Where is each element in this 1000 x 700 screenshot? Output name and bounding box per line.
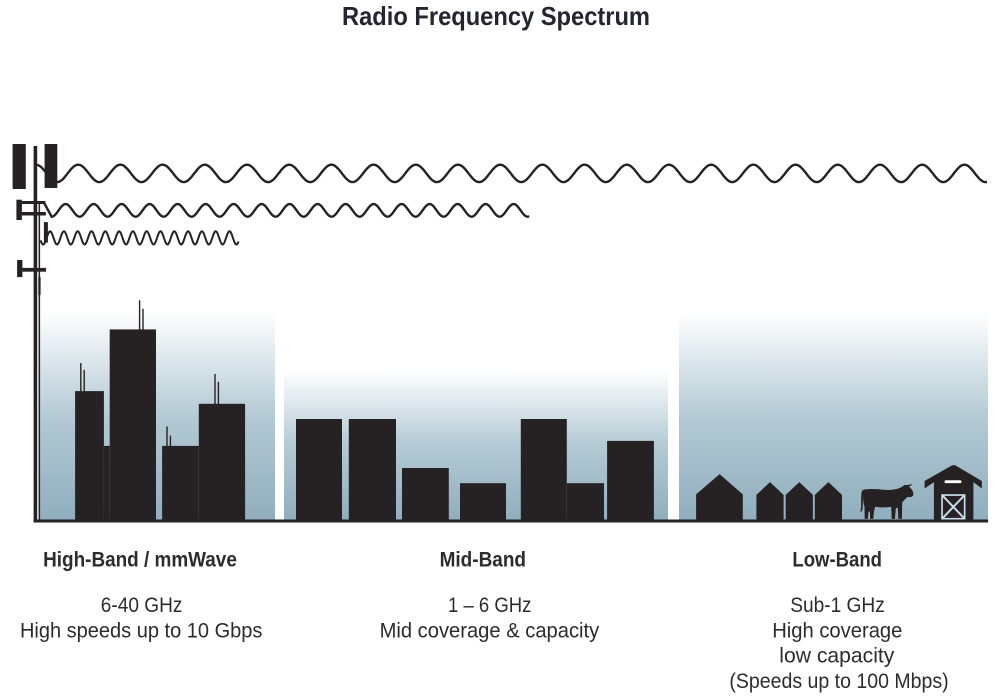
svg-text:Sub-1 GHz: Sub-1 GHz (790, 593, 885, 617)
svg-text:High-Band / mmWave: High-Band / mmWave (43, 548, 237, 572)
svg-text:1 – 6 GHz: 1 – 6 GHz (448, 593, 531, 617)
svg-text:Mid-Band: Mid-Band (440, 548, 526, 572)
svg-text:Low-Band: Low-Band (792, 548, 882, 572)
svg-text:Radio Frequency Spectrum: Radio Frequency Spectrum (342, 1, 650, 31)
svg-text:(Speeds up to 100 Mbps): (Speeds up to 100 Mbps) (729, 669, 948, 693)
svg-text:Mid coverage & capacity: Mid coverage & capacity (380, 618, 600, 642)
svg-text:6-40 GHz: 6-40 GHz (101, 593, 183, 617)
svg-text:High coverage: High coverage (772, 618, 902, 642)
svg-text:low capacity: low capacity (779, 644, 894, 668)
svg-text:High speeds up to 10 Gbps: High speeds up to 10 Gbps (20, 618, 263, 642)
